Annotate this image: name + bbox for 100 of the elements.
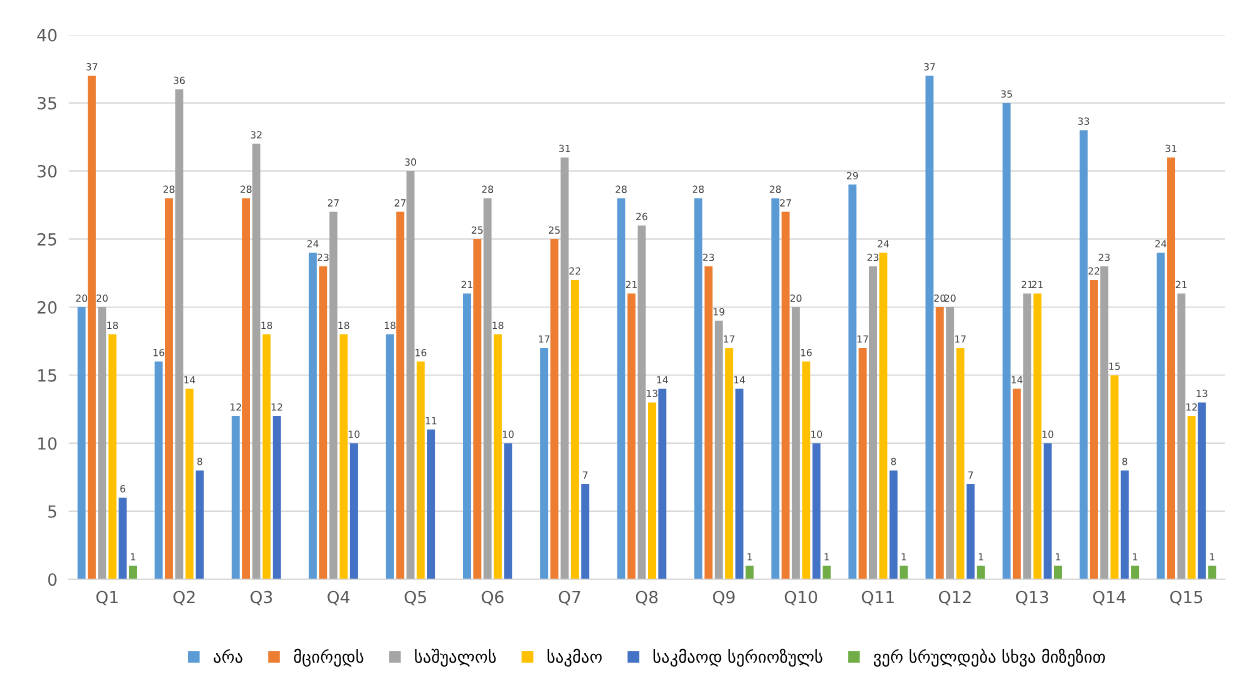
data-label: 23 [703, 253, 714, 261]
data-label: 35 [1001, 90, 1012, 98]
bar [272, 416, 281, 580]
data-label: 20 [934, 294, 946, 302]
data-label: 37 [924, 63, 935, 71]
data-label: 30 [405, 158, 417, 166]
data-label: 8 [197, 457, 203, 466]
data-label: 28 [615, 185, 627, 193]
bar [319, 266, 328, 580]
bar [1131, 565, 1140, 580]
data-label: 12 [230, 403, 241, 411]
bar [956, 347, 965, 580]
bar [858, 347, 867, 580]
bar [946, 307, 955, 580]
data-label: 6 [120, 485, 126, 493]
bar [812, 443, 821, 580]
x-tick-label: Q6 [481, 590, 504, 606]
legend-label: საკმაო [547, 648, 602, 667]
bar [231, 416, 240, 580]
data-label: 20 [96, 294, 108, 302]
bar [185, 388, 194, 580]
x-tick-label: Q8 [635, 590, 658, 606]
x-tick-label: Q9 [713, 590, 735, 606]
bar [242, 198, 251, 580]
bar [252, 143, 261, 580]
bar [725, 347, 734, 580]
data-label: 10 [348, 430, 360, 438]
bar [889, 470, 898, 580]
legend-label: არა [213, 648, 243, 663]
bar [87, 75, 96, 580]
data-label: 27 [327, 199, 339, 207]
data-label: 25 [548, 226, 560, 234]
bar [745, 565, 754, 580]
bar [1053, 565, 1062, 580]
data-label: 22 [1088, 267, 1100, 275]
bar [735, 388, 744, 580]
data-label: 1 [978, 553, 984, 561]
data-label: 14 [1011, 376, 1023, 384]
bar [1187, 416, 1196, 580]
bar [581, 484, 590, 580]
y-tick-label: 20 [37, 301, 57, 314]
bar [262, 334, 271, 580]
legend-label: საკმაოდ სერიოზულს [653, 648, 823, 667]
bar [781, 211, 790, 580]
data-label: 20 [944, 294, 956, 302]
bar [493, 334, 502, 580]
data-label: 28 [482, 185, 494, 193]
bar [966, 484, 975, 580]
data-label: 26 [636, 212, 648, 221]
bar [473, 239, 482, 580]
data-label: 21 [1021, 280, 1033, 289]
data-label: 7 [582, 471, 588, 479]
bar [550, 239, 559, 580]
x-tick-label: Q12 [938, 590, 971, 606]
bar [694, 198, 703, 580]
data-label: 13 [646, 389, 658, 398]
data-label: 21 [461, 280, 473, 289]
bar [349, 443, 358, 580]
data-label: 16 [415, 348, 427, 357]
bar [98, 307, 107, 580]
data-label: 24 [1155, 240, 1167, 248]
y-tick-label: 0 [48, 573, 57, 586]
bar [1002, 102, 1011, 580]
data-label: 23 [317, 253, 329, 261]
x-tick-label: Q2 [173, 590, 195, 606]
y-tick-label: 10 [38, 437, 57, 450]
data-label: 18 [492, 321, 504, 330]
data-label: 1 [747, 553, 752, 561]
bar [154, 361, 163, 580]
legend-label: მცირედს [293, 648, 364, 667]
x-tick-label: Q5 [404, 590, 427, 606]
data-label: 20 [76, 294, 88, 302]
data-label: 32 [250, 131, 262, 139]
bar [802, 361, 811, 580]
bar [164, 198, 173, 580]
bar [427, 429, 436, 580]
data-label: 14 [184, 376, 196, 384]
bar [128, 565, 137, 580]
bar [617, 198, 626, 580]
data-label: 28 [769, 185, 781, 193]
bar [848, 184, 857, 580]
data-label: 28 [240, 185, 252, 193]
bar [1079, 130, 1088, 580]
data-label: 23 [867, 253, 879, 261]
y-tick-label: 40 [37, 28, 57, 42]
data-label: 20 [790, 294, 802, 302]
bar [329, 211, 338, 580]
x-tick-label: Q15 [1170, 590, 1203, 606]
data-label: 24 [307, 240, 319, 248]
data-label: 21 [625, 280, 637, 289]
bar [308, 252, 317, 580]
legend-label: საშუალოს [415, 648, 496, 667]
bar [483, 198, 492, 580]
data-label: 8 [891, 457, 896, 466]
bar [1100, 266, 1109, 580]
data-label: 19 [713, 308, 725, 316]
data-label: 15 [1109, 362, 1120, 370]
data-label: 10 [811, 430, 822, 438]
data-label: 10 [503, 430, 514, 438]
data-label: 27 [394, 199, 406, 207]
